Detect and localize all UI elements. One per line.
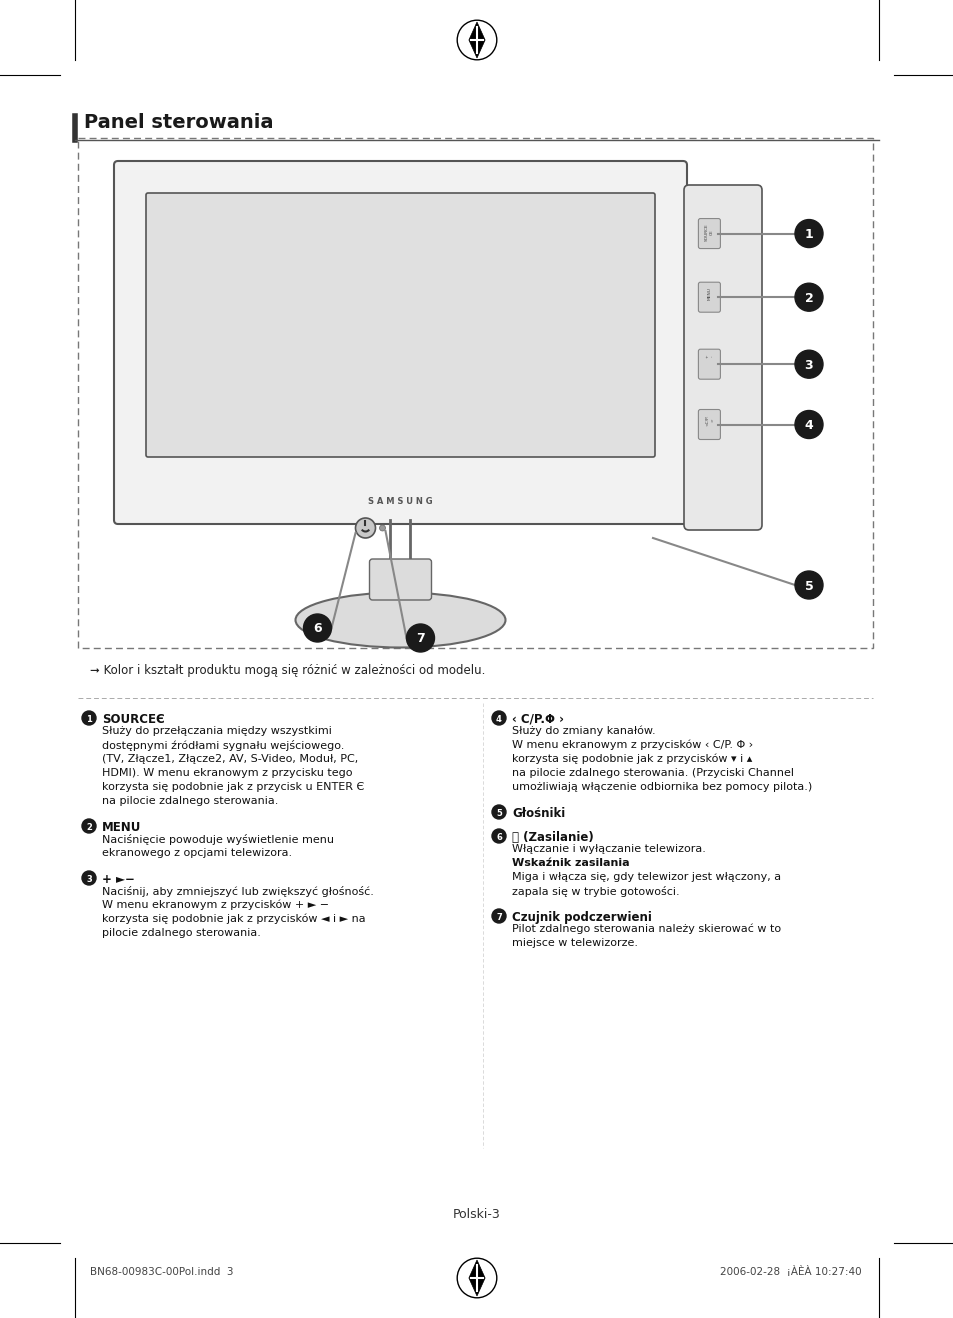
Text: Naciśnij, aby zmniejszyć lub zwiększyć głośność.: Naciśnij, aby zmniejszyć lub zwiększyć g… (102, 886, 374, 898)
Text: 2006-02-28  ¡ÀÈÀ 10:27:40: 2006-02-28 ¡ÀÈÀ 10:27:40 (720, 1267, 862, 1277)
Circle shape (82, 710, 96, 725)
Text: 7: 7 (496, 912, 501, 921)
Text: na pilocie zdalnego sterowania. (Przyciski Channel: na pilocie zdalnego sterowania. (Przycis… (512, 768, 793, 778)
Text: S A M S U N G: S A M S U N G (368, 497, 433, 506)
FancyBboxPatch shape (113, 161, 686, 525)
Text: zapala się w trybie gotowości.: zapala się w trybie gotowości. (512, 886, 679, 898)
Text: Pilot zdalnego sterowania należy skierować w to: Pilot zdalnego sterowania należy skierow… (512, 924, 781, 934)
Text: Służy do zmiany kanałów.: Służy do zmiany kanałów. (512, 726, 655, 737)
FancyBboxPatch shape (698, 282, 720, 312)
Circle shape (794, 220, 822, 248)
Text: 1: 1 (803, 228, 813, 241)
Text: + ►−: + ►− (102, 873, 134, 886)
Text: 1: 1 (86, 714, 91, 724)
Circle shape (82, 818, 96, 833)
Text: W menu ekranowym z przycisków ‹ C/P. Φ ›: W menu ekranowym z przycisków ‹ C/P. Φ › (512, 739, 752, 750)
Text: BN68-00983C-00Pol.indd  3: BN68-00983C-00Pol.indd 3 (90, 1267, 233, 1277)
Text: ⏻ (Zasilanie): ⏻ (Zasilanie) (512, 832, 593, 844)
Polygon shape (469, 1260, 484, 1296)
Circle shape (794, 351, 822, 378)
Text: ➞ Kolor i kształt produktu mogą się różnić w zależności od modelu.: ➞ Kolor i kształt produktu mogą się różn… (90, 664, 485, 677)
Text: Wskaźnik zasilania: Wskaźnik zasilania (512, 858, 629, 869)
FancyBboxPatch shape (698, 410, 720, 439)
Text: 3: 3 (803, 358, 813, 372)
Polygon shape (469, 22, 484, 58)
Text: Panel sterowania: Panel sterowania (84, 113, 274, 132)
Text: pilocie zdalnego sterowania.: pilocie zdalnego sterowania. (102, 928, 260, 938)
Text: miejsce w telewizorze.: miejsce w telewizorze. (512, 938, 638, 948)
Circle shape (406, 623, 434, 652)
Text: Czujnik podczerwieni: Czujnik podczerwieni (512, 911, 651, 924)
Text: Polski-3: Polski-3 (453, 1209, 500, 1222)
Circle shape (303, 614, 331, 642)
Text: Naciśnięcie powoduje wyświetlenie menu: Naciśnięcie powoduje wyświetlenie menu (102, 834, 334, 845)
Circle shape (794, 410, 822, 439)
FancyBboxPatch shape (146, 192, 655, 457)
Text: na pilocie zdalnego sterowania.: na pilocie zdalnego sterowania. (102, 796, 278, 807)
Text: 4: 4 (496, 714, 501, 724)
Circle shape (379, 525, 385, 531)
Text: Miga i włącza się, gdy telewizor jest włączony, a: Miga i włącza się, gdy telewizor jest wł… (512, 873, 781, 882)
Text: 6: 6 (496, 833, 501, 841)
FancyBboxPatch shape (683, 185, 761, 530)
Text: 3: 3 (86, 875, 91, 883)
Circle shape (355, 518, 375, 538)
Text: SOURCE
CE: SOURCE CE (704, 224, 713, 241)
Text: HDMI). W menu ekranowym z przycisku tego: HDMI). W menu ekranowym z przycisku tego (102, 768, 352, 778)
Text: 2: 2 (803, 291, 813, 304)
Text: MENU: MENU (102, 821, 141, 834)
Circle shape (492, 909, 505, 923)
Text: korzysta się podobnie jak z przycisk u ENTER Є: korzysta się podobnie jak z przycisk u E… (102, 782, 364, 792)
Text: W menu ekranowym z przycisków + ► −: W menu ekranowym z przycisków + ► − (102, 900, 329, 911)
Text: korzysta się podobnie jak z przycisków ◄ i ► na: korzysta się podobnie jak z przycisków ◄… (102, 913, 365, 924)
FancyBboxPatch shape (369, 559, 431, 600)
Circle shape (492, 710, 505, 725)
Text: +
-: + - (704, 355, 713, 357)
Ellipse shape (295, 593, 505, 647)
Text: 7: 7 (416, 633, 424, 646)
Text: 2: 2 (86, 822, 91, 832)
Text: 5: 5 (496, 808, 501, 817)
Circle shape (492, 805, 505, 818)
FancyBboxPatch shape (698, 349, 720, 380)
Bar (78, 138, 872, 648)
Text: umożliwiają włączenie odbiornika bez pomocy pilota.): umożliwiają włączenie odbiornika bez pom… (512, 782, 811, 792)
Text: (TV, Złącze1, Złącze2, AV, S-Video, Moduł, PC,: (TV, Złącze1, Złącze2, AV, S-Video, Modu… (102, 754, 358, 764)
Text: korzysta się podobnie jak z przycisków ▾ i ▴: korzysta się podobnie jak z przycisków ▾… (512, 754, 752, 764)
Text: Włączanie i wyłączanie telewizora.: Włączanie i wyłączanie telewizora. (512, 844, 705, 854)
Text: 4: 4 (803, 419, 813, 432)
Text: Głośniki: Głośniki (512, 807, 565, 820)
Text: 6: 6 (313, 622, 321, 635)
Circle shape (492, 829, 505, 844)
Text: Służy do przełączania między wszystkimi: Służy do przełączania między wszystkimi (102, 726, 332, 735)
Text: 5: 5 (803, 580, 813, 593)
Text: dostępnymi źródłami sygnału wejściowego.: dostępnymi źródłami sygnału wejściowego. (102, 739, 344, 751)
Text: ‹ C/P.Φ ›: ‹ C/P.Φ › (512, 713, 563, 726)
Circle shape (794, 571, 822, 598)
Text: SOURCEЄ: SOURCEЄ (102, 713, 165, 726)
Text: MENU: MENU (707, 287, 711, 301)
Circle shape (794, 283, 822, 311)
Circle shape (82, 871, 96, 884)
FancyBboxPatch shape (698, 219, 720, 249)
Text: <C/P.
>: <C/P. > (704, 414, 713, 426)
Text: ekranowego z opcjami telewizora.: ekranowego z opcjami telewizora. (102, 847, 292, 858)
